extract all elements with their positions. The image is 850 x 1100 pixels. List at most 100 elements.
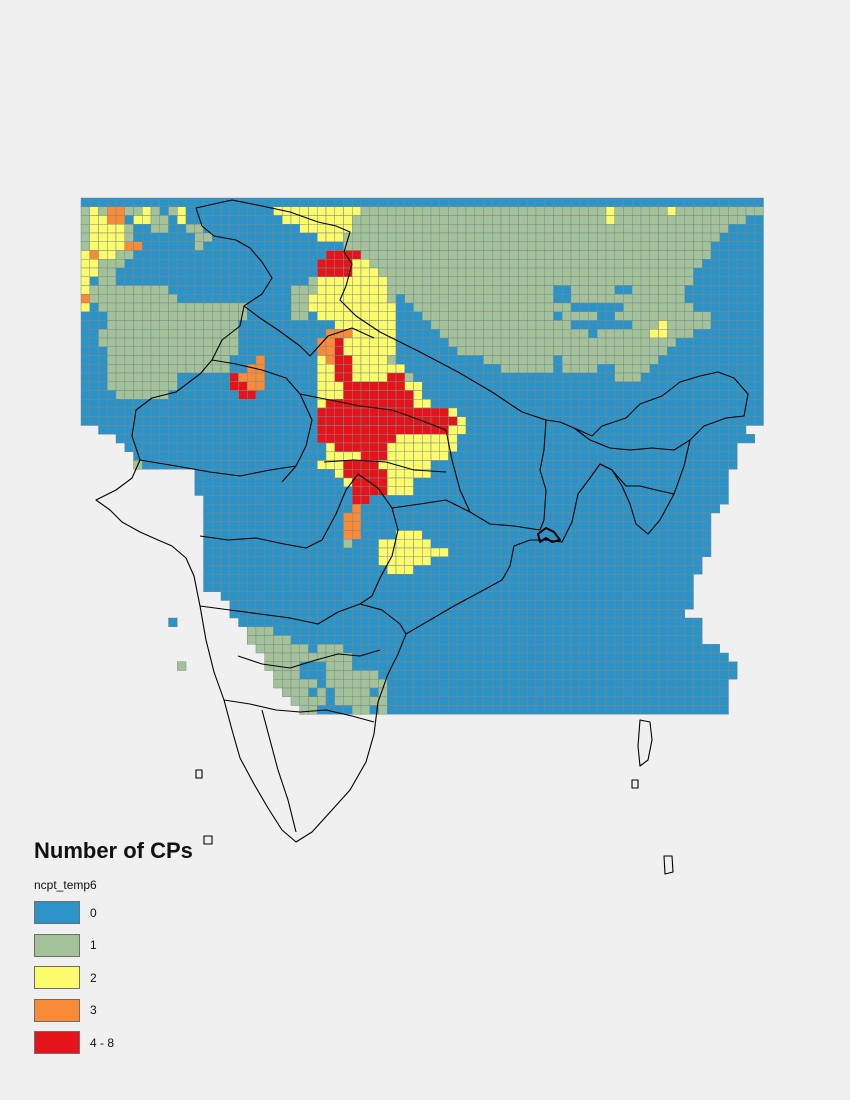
grid-cell [632,644,642,654]
grid-cell [640,416,650,426]
grid-cell [553,311,563,321]
grid-cell [605,521,615,531]
grid-cell [719,320,729,330]
grid-cell [203,477,213,487]
grid-cell [255,390,265,400]
grid-cell [352,250,362,260]
grid-cell [325,512,335,522]
grid-cell [299,346,309,356]
grid-cell [492,224,502,234]
grid-cell [290,294,300,304]
grid-cell [597,609,607,619]
grid-cell [159,425,169,435]
grid-cell [675,504,685,514]
grid-cell [308,329,318,339]
grid-cell [448,679,458,689]
grid-cell [649,504,659,514]
grid-cell [658,635,668,645]
grid-cell [535,504,545,514]
country-outline [95,199,749,843]
grid-cell [492,206,502,216]
grid-cell [728,425,738,435]
grid-cell [623,451,633,461]
grid-cell [474,504,484,514]
grid-cell [649,442,659,452]
grid-cell [395,372,405,382]
grid-cell [413,670,423,680]
legend-label: 1 [90,938,97,952]
grid-cell [273,355,283,365]
grid-cell [290,495,300,505]
grid-cell [334,617,344,627]
grid-cell [430,591,440,601]
grid-cell [308,416,318,426]
grid-cell [483,355,493,365]
grid-cell [535,679,545,689]
grid-cell [369,547,379,557]
grid-cell [667,705,677,715]
grid-cell [465,539,475,549]
grid-cell [605,495,615,505]
grid-cell [728,241,738,251]
grid-cell [667,530,677,540]
grid-cell [387,591,397,601]
grid-cell [430,215,440,225]
grid-cell [535,224,545,234]
grid-cell [352,512,362,522]
grid-cell [500,687,510,697]
grid-cell [728,294,738,304]
grid-cell [640,372,650,382]
grid-cell [107,399,117,409]
grid-cell [229,206,239,216]
grid-cell [597,285,607,295]
grid-cell [308,372,318,382]
grid-cell [448,337,458,347]
grid-cell [553,206,563,216]
grid-cell [465,705,475,715]
grid-cell [282,232,292,242]
grid-cell [150,416,160,426]
grid-cell [352,294,362,304]
grid-cell [518,425,528,435]
grid-cell [369,311,379,321]
grid-cell [124,320,134,330]
grid-cell [588,495,598,505]
grid-cell [693,337,703,347]
grid-cell [448,372,458,382]
grid-cell [150,442,160,452]
grid-cell [422,626,432,636]
grid-cell [509,276,519,286]
grid-cell [360,486,370,496]
grid-cell [492,337,502,347]
grid-cell [623,372,633,382]
grid-cell [98,232,108,242]
grid-cell [693,661,703,671]
grid-cell [115,425,125,435]
grid-cell [439,652,449,662]
grid-cell [255,329,265,339]
grid-cell [702,232,712,242]
grid-cell [518,687,528,697]
grid-cell [509,652,519,662]
grid-cell [667,197,677,207]
grid-cell [658,626,668,636]
grid-cell [229,442,239,452]
grid-cell [474,215,484,225]
grid-cell [588,547,598,557]
grid-cell [255,574,265,584]
grid-cell [413,285,423,295]
grid-cell [203,574,213,584]
grid-cell [658,609,668,619]
grid-cell [317,635,327,645]
grid-cell [745,337,755,347]
grid-cell [500,276,510,286]
grid-cell [597,434,607,444]
grid-cell [553,302,563,312]
grid-cell [597,346,607,356]
grid-cell [719,687,729,697]
grid-cell [334,285,344,295]
grid-cell [247,539,257,549]
grid-cell [457,547,467,557]
grid-cell [579,460,589,470]
grid-cell [334,267,344,277]
